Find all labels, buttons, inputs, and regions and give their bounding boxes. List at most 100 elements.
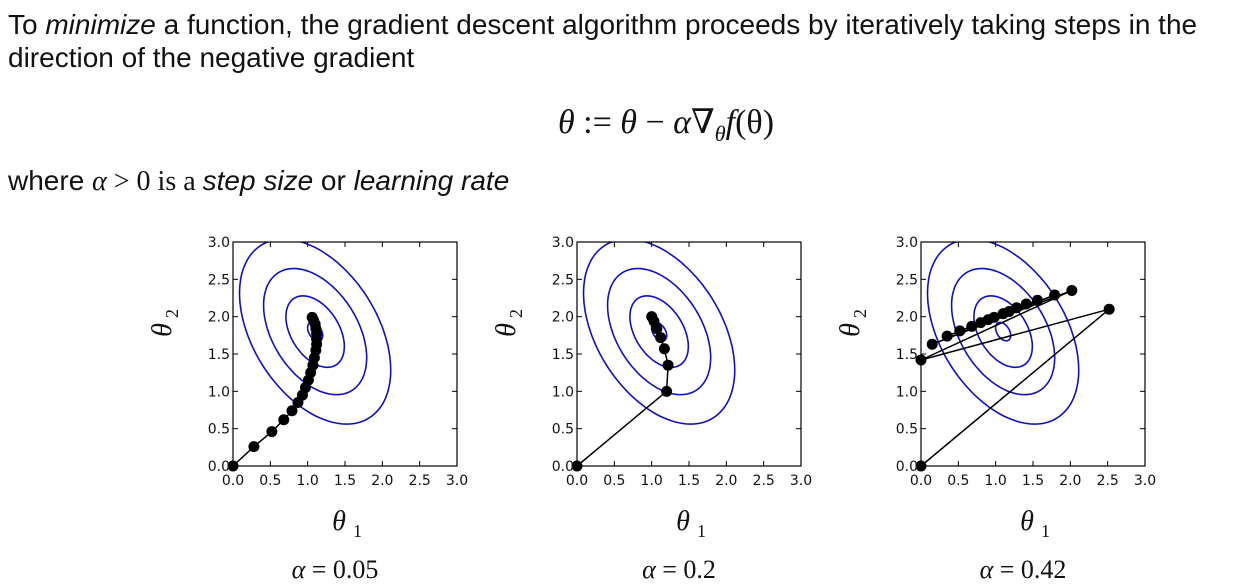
y-tick-label: 1.5 — [208, 347, 230, 363]
y-tick-label: 3.0 — [552, 235, 574, 251]
x-tick-label: 1.0 — [985, 473, 1007, 489]
contour-line — [973, 295, 1034, 369]
y-axis-label: θ — [835, 323, 866, 337]
y-tick-label: 2.5 — [896, 272, 918, 288]
x-tick-label: 2.5 — [1097, 473, 1119, 489]
where-mid: or — [313, 165, 354, 196]
y-tick-label: 2.5 — [208, 272, 230, 288]
eq-lhs: θ — [557, 104, 575, 141]
descent-step-point — [646, 311, 658, 323]
eq-nabla-sub: θ — [714, 120, 726, 146]
x-axis-label: θ — [676, 506, 690, 537]
descent-step-point — [266, 426, 278, 438]
eq-rhs-theta: θ — [620, 104, 637, 141]
y-axis-label-sub: 2 — [162, 309, 182, 318]
update-equation: θ := θ − α∇θf(θ) — [0, 102, 1242, 147]
contour-line — [629, 295, 690, 369]
y-tick-label: 2.0 — [552, 310, 574, 326]
x-tick-label: 0.5 — [603, 473, 625, 489]
x-tick-label: 0.0 — [566, 473, 588, 489]
x-tick-label: 1.5 — [334, 473, 356, 489]
y-tick-label: 2.0 — [896, 310, 918, 326]
x-tick-label: 1.5 — [678, 473, 700, 489]
x-axis-label-sub: 1 — [1041, 521, 1050, 541]
contour-lines — [926, 242, 1080, 425]
y-tick-label: 1.0 — [208, 384, 230, 400]
caption-value: = 0.42 — [1000, 555, 1067, 584]
descent-step-point — [954, 325, 966, 337]
chart-panel: 0.00.0 0.5 0.5 1.0 1.0 1.5 1.5 2.0 2.0 2.5 2.5 3.0 3… — [835, 235, 1156, 584]
descent-step-point — [278, 414, 290, 426]
axes-frame — [920, 241, 1146, 467]
panel-caption: α = 0.42 — [980, 555, 1067, 584]
descent-step-point — [1066, 285, 1078, 297]
x-tick-label: 0.0 — [910, 473, 932, 489]
y-tick-label: 0.5 — [552, 422, 574, 438]
descent-step-point — [1031, 294, 1043, 306]
x-tick-label: 1.0 — [641, 473, 663, 489]
contour-line — [606, 267, 712, 396]
x-tick-label: 2.0 — [1059, 473, 1081, 489]
x-tick-label: 1.5 — [1022, 473, 1044, 489]
descent-step-point — [662, 359, 674, 371]
y-axis-label-group: θ2 — [835, 309, 870, 337]
eq-assign: := — [574, 104, 621, 141]
panel-caption: α = 0.05 — [292, 555, 379, 584]
y-tick-label: 3.0 — [896, 235, 918, 251]
descent-path-line — [576, 316, 669, 467]
where-sentence: where α > 0 is a step size or learning r… — [8, 165, 509, 198]
intro-prefix: To — [8, 9, 46, 40]
y-tick-label: 2.5 — [552, 272, 574, 288]
y-axis-label-group: θ2 — [491, 309, 526, 337]
contour-line — [582, 242, 736, 425]
descent-step-point — [1103, 303, 1115, 315]
y-tick-label: 1.5 — [552, 347, 574, 363]
y-tick-label: 0.5 — [896, 422, 918, 438]
x-tick-label: 1.0 — [297, 473, 319, 489]
eq-minus: − — [636, 104, 674, 141]
x-tick-label: 3.0 — [1134, 473, 1156, 489]
descent-path-line — [920, 289, 1110, 467]
y-axis-label-group: θ2 — [147, 309, 182, 337]
descent-step-point — [941, 330, 953, 342]
x-axis-label: θ — [332, 506, 346, 537]
where-alpha: α — [92, 166, 107, 197]
intro-rest: a function, the gradient descent algorit… — [8, 9, 1198, 73]
x-axis-label-sub: 1 — [697, 521, 706, 541]
y-axis-label-sub: 2 — [506, 309, 526, 318]
descent-step-point — [306, 311, 318, 323]
axes-frame — [576, 241, 802, 467]
contour-line — [262, 267, 368, 396]
y-tick-label: 0.0 — [896, 459, 918, 475]
x-axis-label: θ — [1020, 506, 1034, 537]
y-tick-label: 0.0 — [208, 459, 230, 475]
y-tick-label: 0.0 — [552, 459, 574, 475]
x-tick-label: 3.0 — [446, 473, 468, 489]
x-tick-label: 2.5 — [409, 473, 431, 489]
eq-nabla: ∇ — [691, 104, 715, 141]
intro-emphasis-minimize: minimize — [45, 9, 156, 40]
y-axis-label: θ — [147, 323, 178, 337]
y-tick-label: 3.0 — [208, 235, 230, 251]
y-tick-label: 1.0 — [896, 384, 918, 400]
where-condition: > 0 is a — [106, 166, 203, 197]
caption-alpha: α — [642, 555, 662, 584]
y-axis-label-sub: 2 — [850, 309, 870, 318]
descent-step-point — [988, 311, 1000, 323]
contour-lines — [582, 242, 736, 425]
descent-step-point — [966, 320, 978, 332]
y-tick-label: 0.5 — [208, 422, 230, 438]
caption-alpha: α — [980, 555, 1000, 584]
where-prefix: where — [8, 165, 93, 196]
eq-arg: (θ) — [735, 104, 775, 141]
descent-step-point — [661, 385, 673, 397]
chart-panel: 0.00.0 0.5 0.5 1.0 1.0 1.5 1.5 2.0 2.0 2.5 2.5 3.0 3… — [147, 235, 468, 584]
x-tick-label: 0.5 — [259, 473, 281, 489]
descent-step-point — [286, 405, 298, 417]
x-tick-label: 2.0 — [715, 473, 737, 489]
x-tick-label: 3.0 — [790, 473, 812, 489]
x-tick-label: 2.5 — [753, 473, 775, 489]
descent-step-point — [1020, 298, 1032, 310]
chart-panel: 0.00.0 0.5 0.5 1.0 1.0 1.5 1.5 2.0 2.0 2.5 2.5 3.0 3… — [491, 235, 812, 584]
contour-line — [285, 295, 346, 369]
